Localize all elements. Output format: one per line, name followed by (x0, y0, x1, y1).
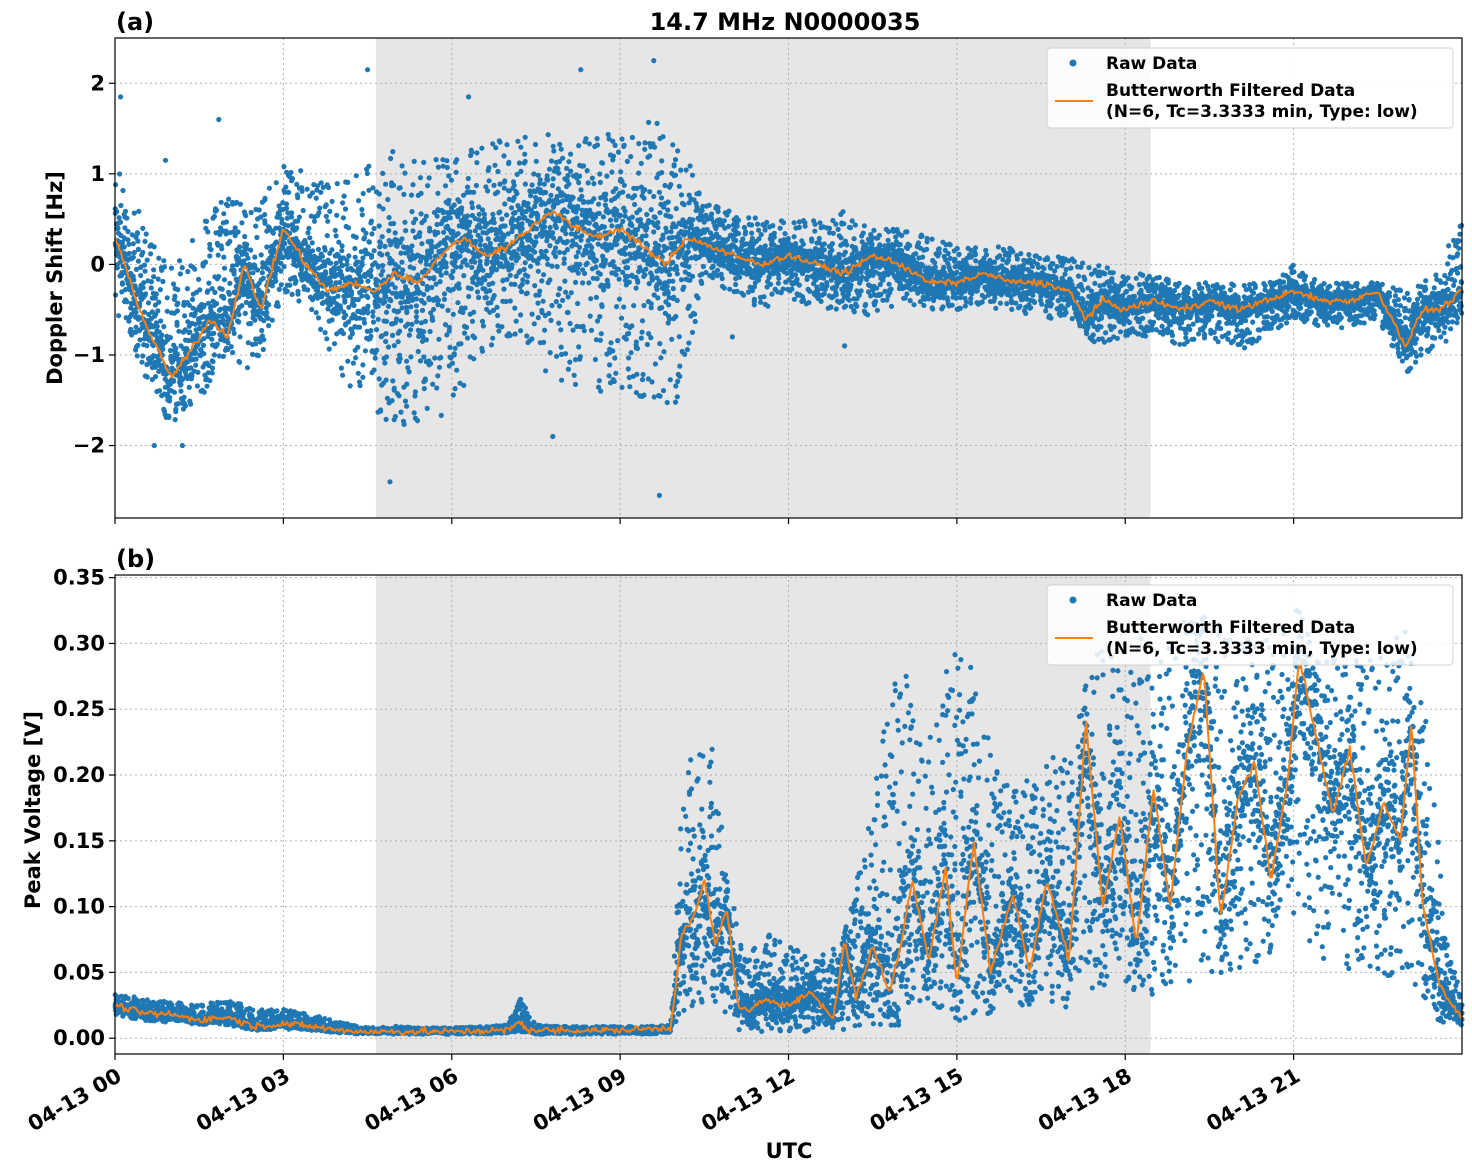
panel-b-y-tick-label: 0.25 (53, 697, 105, 721)
panel-b-legend-raw-label: Raw Data (1106, 591, 1197, 611)
raw-data-point-cluster (527, 1019, 602, 1037)
x-tick-label: 04-13 00 (24, 1064, 126, 1137)
raw-data-point-cluster (1079, 635, 1154, 993)
panel-b-legend-filtered-label-line1: Butterworth Filtered Data (1106, 618, 1355, 638)
filtered-data-line (114, 660, 1463, 1036)
raw-data-point-cluster (1286, 262, 1361, 331)
panel-a-legend-raw-marker (1069, 59, 1077, 67)
panel-a-legend: Raw Data Butterworth Filtered Data (N=6,… (1046, 47, 1454, 129)
x-axis-label: UTC (766, 1139, 813, 1163)
panel-b-y-axis-label: Peak Voltage [V] (21, 711, 45, 909)
raw-data-point-cluster (319, 155, 395, 423)
raw-data-point-cluster (1355, 278, 1431, 375)
panel-b-y-tick-label: 0.35 (53, 566, 105, 590)
x-tick-label: 04-13 03 (192, 1064, 294, 1137)
panel-a-y-tick-label: 2 (90, 71, 105, 95)
raw-data-point-cluster (181, 196, 256, 409)
panel-a-legend-raw-label: Raw Data (1106, 54, 1197, 74)
panel-b-x-ticks: 04-13 00 04-13 03 04-13 06 04-13 09 04-13 12… (24, 1054, 1304, 1136)
raw-data-point-cluster (527, 132, 602, 390)
raw-data-point-cluster (1079, 260, 1154, 345)
raw-data-point-cluster (872, 673, 947, 1028)
raw-data-point-cluster (941, 651, 1016, 1023)
panel-a-doppler-shift: 2 1 0 −1 −2 (a) 14.7 MHz N0000035 Doppler Sh… (43, 8, 1465, 524)
panel-b-legend: Raw Data Butterworth Filtered Data (N=6,… (1046, 584, 1454, 666)
panel-b-legend-box (1046, 584, 1454, 666)
panel-b-filtered-line (114, 660, 1463, 1036)
panel-a-x-ticks (114, 518, 1295, 524)
panel-b-y-tick-label: 0.10 (53, 895, 105, 919)
raw-data-point-cluster (112, 992, 187, 1025)
raw-data-point-cluster (1356, 629, 1430, 1001)
raw-data-point-cluster (181, 999, 256, 1032)
raw-data-point-cluster (1424, 761, 1465, 1028)
x-tick-label: 04-13 21 (1202, 1064, 1304, 1137)
panel-b-legend-filtered-label-line2: (N=6, Tc=3.3333 min, Type: low) (1106, 639, 1418, 659)
raw-data-point-cluster (1010, 250, 1085, 329)
raw-data-point-cluster (596, 119, 671, 406)
raw-data-point-cluster (803, 209, 878, 318)
panel-b-legend-raw-marker (1069, 596, 1077, 604)
x-tick-label: 04-13 15 (866, 1064, 968, 1137)
panel-b-y-ticks: 0.35 0.30 0.25 0.20 0.15 0.10 0.05 0.00 (53, 566, 115, 1050)
panel-b-y-tick-label: 0.05 (53, 960, 105, 984)
panel-b-y-tick-label: 0.00 (53, 1026, 105, 1050)
x-tick-label: 04-13 06 (360, 1064, 462, 1137)
raw-data-point-cluster (389, 149, 463, 427)
panel-b-label: (b) (116, 545, 155, 573)
x-tick-label: 04-13 09 (529, 1064, 631, 1137)
raw-data-point-cluster (1286, 607, 1361, 972)
panel-a-y-tick-label: 1 (90, 162, 105, 186)
panel-a-y-tick-label: −2 (73, 434, 105, 458)
raw-data-point-cluster (112, 171, 187, 423)
panel-a-legend-filtered-label-line1: Butterworth Filtered Data (1106, 81, 1355, 101)
raw-data-point-cluster (1010, 712, 1085, 1010)
x-tick-label: 04-13 18 (1034, 1064, 1136, 1137)
panel-a-label: (a) (116, 8, 154, 36)
figure-title: 14.7 MHz N0000035 (650, 8, 921, 36)
panel-a-legend-filtered-label-line2: (N=6, Tc=3.3333 min, Type: low) (1106, 102, 1418, 122)
panel-b-y-tick-label: 0.15 (53, 829, 105, 853)
panel-a-y-tick-label: 0 (90, 252, 105, 276)
raw-data-point-cluster (457, 134, 532, 388)
raw-data-point-cluster (1149, 614, 1224, 997)
panel-b-peak-voltage: 0.35 0.30 0.25 0.20 0.15 0.10 0.05 0.00 04-13 0… (21, 545, 1465, 1163)
raw-data-point-cluster (1217, 272, 1292, 351)
raw-data-point-cluster (1217, 627, 1292, 976)
panel-a-legend-box (1046, 47, 1454, 129)
filtered-data-line (114, 210, 1463, 379)
panel-a-y-axis-label: Doppler Shift [Hz] (43, 171, 67, 385)
panel-b-y-tick-label: 0.20 (53, 763, 105, 787)
raw-data-point-cluster (250, 164, 325, 359)
panel-a-raw-data-points (112, 57, 1465, 498)
panel-a-y-tick-label: −1 (73, 343, 105, 367)
raw-data-point-cluster (941, 241, 1016, 312)
x-tick-label: 04-13 12 (697, 1064, 799, 1137)
raw-data-point-cluster (803, 816, 878, 1034)
panel-b-y-tick-label: 0.30 (53, 631, 105, 655)
raw-data-point-cluster (665, 142, 739, 405)
panel-a-filtered-line (114, 210, 1463, 379)
panel-a-y-ticks: 2 1 0 −1 −2 (73, 71, 115, 458)
